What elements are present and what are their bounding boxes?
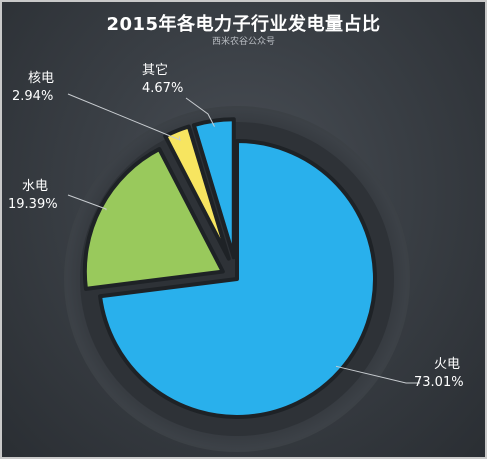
- slice-percent-label-1: 19.39%: [8, 197, 58, 212]
- slice-percent-label-3: 4.67%: [142, 81, 183, 96]
- chart-subtitle: 西米农谷公众号: [211, 37, 275, 47]
- pie-slice-3: [191, 117, 236, 260]
- pie-slice-2: [163, 124, 231, 261]
- slice-name-label-1: 水电: [22, 179, 48, 194]
- leader-line-2: [67, 93, 181, 141]
- leader-line-0: [335, 365, 420, 384]
- slice-percent-label-2: 2.94%: [12, 89, 53, 104]
- pie-slice-0: [98, 139, 377, 419]
- slice-name-label-3: 其它: [142, 62, 168, 78]
- slice-name-label-0: 火电: [434, 357, 460, 372]
- leader-line-3: [185, 97, 215, 127]
- slice-name-label-2: 核电: [28, 71, 54, 86]
- slice-percent-label-0: 73.01%: [414, 375, 464, 390]
- leader-line-1: [67, 194, 107, 211]
- chart-title: 2015年各电力子行业发电量占比: [106, 14, 381, 35]
